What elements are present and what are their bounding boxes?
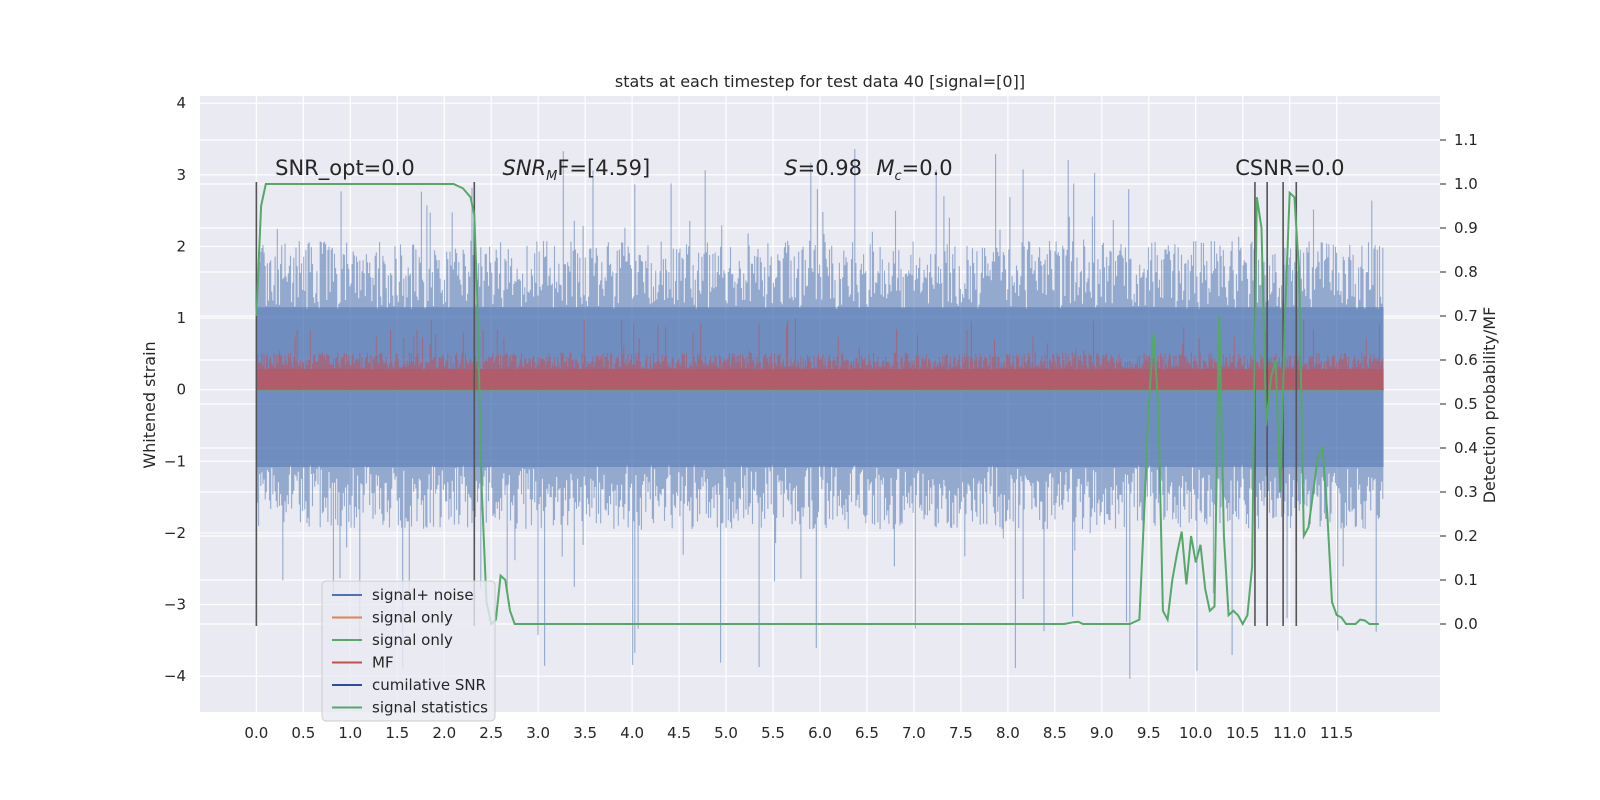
y-tick-label: −4 [164,667,186,685]
y2-tick-label: 0.8 [1454,263,1478,281]
y-axis-label: Whitened strain [140,341,159,468]
y2-tick-label: 0.4 [1454,439,1478,457]
y-tick-label: 2 [176,237,186,255]
y-tick-label: −3 [164,596,186,614]
y2-tick-label: 1.1 [1454,131,1478,149]
legend: signal+ noise signal only signal only MF cum… [321,580,496,722]
x-tick-label: 2.0 [432,724,456,742]
legend-label: signal+ noise [372,586,474,604]
x-tick-label: 9.0 [1090,724,1114,742]
right-tick-labels: 1.1 1.0 0.9 0.8 0.7 0.6 0.5 0.4 0.3 0.2 0.1 0.0 [1440,131,1478,633]
x-tick-label: 8.0 [996,724,1020,742]
y-tick-labels: 4 3 2 1 0 −1 −2 −3 −4 [164,94,186,685]
annotation: S=0.98 [784,156,862,180]
x-tick-label: 6.5 [855,724,879,742]
x-tick-label: 4.0 [620,724,644,742]
x-tick-label: 3.0 [526,724,550,742]
x-tick-label: 7.0 [902,724,926,742]
y2-tick-label: 0.6 [1454,351,1478,369]
legend-label: signal only [372,609,453,627]
x-tick-label: 0.5 [291,724,315,742]
y2-tick-label: 0.1 [1454,571,1478,589]
x-tick-label: 4.5 [667,724,691,742]
annotation: CSNR=0.0 [1235,156,1344,180]
x-tick-label: 10.0 [1179,724,1212,742]
x-tick-label: 9.5 [1137,724,1161,742]
legend-label: signal statistics [372,699,488,717]
y2-tick-label: 1.0 [1454,175,1478,193]
x-tick-label: 0.0 [244,724,268,742]
y2-tick-label: 0.3 [1454,483,1478,501]
legend-label: signal only [372,631,453,649]
x-tick-label: 7.5 [949,724,973,742]
x-tick-label: 11.0 [1273,724,1306,742]
x-tick-label: 3.5 [573,724,597,742]
series-3 [255,318,1384,390]
y-tick-label: 1 [176,309,186,327]
y2-tick-label: 0.9 [1454,219,1478,237]
annotation: Mc=0.0 [876,156,952,184]
legend-label: MF [372,654,394,672]
annotations: SNR_opt=0.0 SNRMF=[4.59] S=0.98 Mc=0.0 CSNR=… [275,156,1344,184]
annotation: SNRMF=[4.59] [502,156,650,184]
legend-label: cumilative SNR [372,676,486,694]
y-axis-label-right: Detection probability/MF [1480,307,1499,504]
x-tick-label: 2.5 [479,724,503,742]
chart-title: stats at each timestep for test data 40 … [615,72,1025,91]
x-tick-label: 1.5 [385,724,409,742]
x-tick-label: 11.5 [1320,724,1353,742]
y-tick-label: 3 [176,166,186,184]
y2-tick-label: 0.7 [1454,307,1478,325]
x-tick-label: 1.0 [338,724,362,742]
y-tick-label: 0 [176,381,186,399]
x-tick-label: 5.5 [761,724,785,742]
y2-tick-label: 0.5 [1454,395,1478,413]
legend-box [321,580,496,722]
annotation: SNR_opt=0.0 [275,156,415,181]
x-tick-label: 6.0 [808,724,832,742]
x-tick-labels: 0.0 0.5 1.0 1.5 2.0 2.5 3.0 3.5 4.0 4.5 5.0 5.5 6.0 6… [244,724,1353,742]
y-tick-label: −2 [164,524,186,542]
data-layer [255,149,1384,679]
y2-tick-label: 0.0 [1454,615,1478,633]
x-tick-label: 5.0 [714,724,738,742]
y-tick-label: 4 [176,94,186,112]
y-tick-label: −1 [164,452,186,470]
y2-tick-label: 0.2 [1454,527,1478,545]
x-tick-label: 8.5 [1043,724,1067,742]
x-tick-label: 10.5 [1226,724,1259,742]
